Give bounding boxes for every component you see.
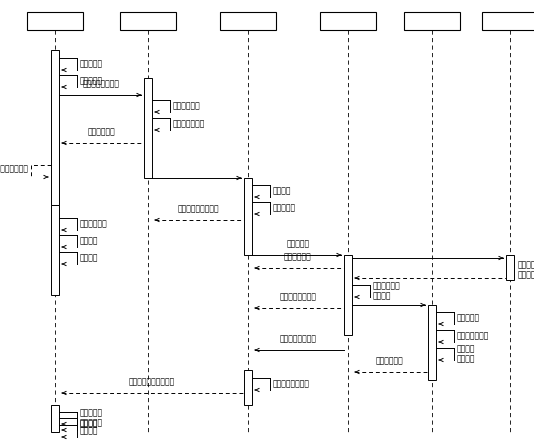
Text: 读取数据: 读取数据 <box>273 187 292 195</box>
Text: 接收完成通知: 接收完成通知 <box>376 356 404 365</box>
Text: 发送数据帧: 发送数据帧 <box>286 239 310 248</box>
Text: 发送量前通知: 发送量前通知 <box>284 252 312 261</box>
Text: 发送数据异常通知: 发送数据异常通知 <box>0 164 29 174</box>
Text: 数据格式化: 数据格式化 <box>273 203 296 213</box>
Bar <box>506 255 514 280</box>
Text: 打开数据文件: 打开数据文件 <box>173 102 201 110</box>
Bar <box>482 12 534 30</box>
Text: 验证完成通知: 验证完成通知 <box>88 127 115 136</box>
Bar <box>144 78 152 178</box>
Text: 发送事件
信号置位: 发送事件 信号置位 <box>457 344 475 364</box>
Text: 发送数据读取请求: 发送数据读取请求 <box>279 334 317 343</box>
Text: 综合接收事件
信号状态: 综合接收事件 信号状态 <box>373 281 400 301</box>
Bar <box>27 12 83 30</box>
Bar <box>428 305 436 380</box>
Text: 数据处理完
成结果显示: 数据处理完 成结果显示 <box>80 408 103 428</box>
Text: 数据接收: 数据接收 <box>422 16 442 26</box>
Text: 数据显示与存储: 数据显示与存储 <box>457 332 489 340</box>
Bar <box>344 255 352 335</box>
Text: 主任务: 主任务 <box>48 16 62 26</box>
Bar <box>244 178 252 255</box>
Text: 发送数据接收通知: 发送数据接收通知 <box>279 292 317 301</box>
Bar <box>51 405 59 432</box>
Text: 操作指令: 操作指令 <box>80 427 98 435</box>
Text: 数据发送: 数据发送 <box>338 16 358 26</box>
Bar <box>220 12 276 30</box>
Text: 数据读取: 数据读取 <box>238 16 258 26</box>
Text: 数据验证: 数据验证 <box>138 16 158 26</box>
Bar <box>244 370 252 405</box>
Text: 等待用户: 等待用户 <box>80 419 98 428</box>
Text: 检验数据有效性: 检验数据有效性 <box>173 119 206 129</box>
Text: 发送数据处理完成通知: 发送数据处理完成通知 <box>128 377 175 386</box>
Text: 接收数据帧: 接收数据帧 <box>457 313 480 323</box>
Text: 显示异常信息: 显示异常信息 <box>80 220 108 229</box>
Text: 数据描画: 数据描画 <box>500 16 520 26</box>
Bar <box>51 205 59 295</box>
Text: 系统初始化: 系统初始化 <box>80 60 103 69</box>
Bar <box>51 50 59 205</box>
Text: 操作指令: 操作指令 <box>80 254 98 263</box>
Text: 等待用户: 等待用户 <box>80 236 98 245</box>
Text: 发送启动完成通知: 发送启动完成通知 <box>83 79 120 88</box>
Text: 数据的图
形化描画: 数据的图 形化描画 <box>518 260 534 279</box>
Text: 数据格式化完成通知: 数据格式化完成通知 <box>177 204 219 213</box>
Bar <box>120 12 176 30</box>
Text: 启动多任务: 启动多任务 <box>80 76 103 85</box>
Bar <box>320 12 376 30</box>
Text: 所有数据读取完成: 所有数据读取完成 <box>273 380 310 389</box>
Bar <box>404 12 460 30</box>
